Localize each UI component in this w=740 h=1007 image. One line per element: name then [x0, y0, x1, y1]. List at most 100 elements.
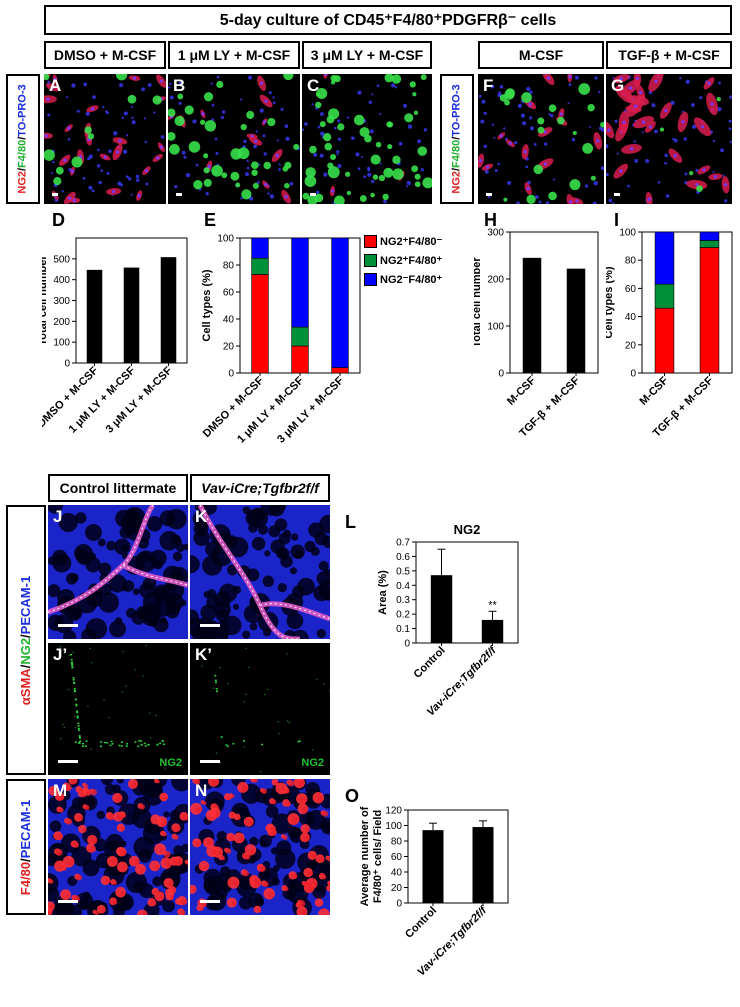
plot-frame [509, 231, 599, 374]
legend-label: NG2⁻F4/80⁺ [380, 274, 443, 286]
chart-d: 0 100 200 300 400 500 Total cell number DMSO + … [42, 237, 188, 436]
bar [481, 619, 504, 643]
tissue-field [190, 779, 330, 915]
legend-label: NG2⁺F4/80⁺ [380, 255, 443, 267]
y-tick-label: 0.6 [396, 552, 410, 563]
bar-segment [291, 326, 309, 347]
chart-title: NG2 [454, 522, 481, 537]
bar-segment [654, 283, 675, 309]
inset-label: NG2 [301, 757, 324, 769]
y-tick-label: 120 [385, 806, 402, 817]
plot-frame [641, 231, 733, 374]
scale-bar [614, 193, 620, 196]
cell-field [302, 74, 432, 204]
micrograph-k: K [190, 505, 330, 639]
y-tick-label: 0 [396, 899, 402, 910]
micrograph-j: J [48, 505, 188, 639]
micrograph-k-prime: K’ NG2 [190, 643, 330, 775]
legend-swatch [364, 254, 377, 267]
bar-segment [251, 274, 269, 374]
legend-item: NG2⁺F4/80⁺ [364, 254, 442, 267]
legend-e: NG2⁺F4/80⁻ NG2⁺F4/80⁺ NG2⁻F4/80⁺ [364, 235, 442, 286]
bar-segment [331, 367, 349, 374]
chart-letter-d: D [52, 210, 65, 230]
bar-segment [251, 257, 269, 275]
bar [566, 268, 586, 373]
chart-letter-h: H [484, 210, 497, 230]
y-tick-label: 100 [487, 322, 504, 333]
y-axis-label: Cell types (%) [201, 269, 213, 341]
cell-field [168, 74, 300, 204]
condition-header-f: M-CSF [478, 41, 604, 69]
tissue-field [59, 644, 166, 770]
condition-header-b: 1 μM LY + M-CSF [168, 41, 300, 69]
tissue-field [48, 505, 188, 639]
stain-label-bottom: F4/80/PECAM-1 [6, 779, 46, 915]
y-tick-label: 20 [223, 342, 235, 353]
chart-letter-i: I [614, 210, 620, 230]
chart-letter-o: O [345, 786, 360, 806]
bar-segment [331, 237, 349, 368]
y-tick-label: 200 [53, 317, 70, 328]
y-tick-label: 100 [385, 821, 402, 832]
cell-field [606, 74, 732, 204]
plot-frame [415, 541, 519, 644]
x-tick-label: Control [403, 905, 439, 941]
scale-bar [58, 624, 78, 627]
bar-segment [699, 231, 720, 241]
x-tick-label: M-CSF [505, 374, 538, 407]
chart-letter-e: E [204, 210, 217, 230]
bar [86, 269, 103, 363]
bar [472, 827, 494, 903]
micrograph-j-prime: J’ NG2 [48, 643, 188, 775]
scale-bar [58, 760, 78, 763]
y-axis-label: Average number ofF4/80⁺ cells/ Field [359, 806, 384, 906]
bar [422, 830, 444, 903]
y-tick-label: 40 [391, 868, 403, 879]
micrograph-a: A [44, 74, 166, 204]
chart-l: 0 0.1 0.2 0.3 0.4 0.5 0.6 0.7 Area (%) NG2 Control… [377, 522, 519, 719]
tissue-header-mutant: Vav-iCre;Tgfbr2f/f [190, 474, 330, 502]
inset-label: NG2 [159, 757, 182, 769]
bar-segment [654, 231, 675, 285]
scale-bar [200, 900, 220, 903]
legend-swatch [364, 235, 377, 248]
stain-label-top-right: NG2/F4/80/TO-PRO-3 [440, 74, 474, 204]
figure-title: 5-day culture of CD45⁺F4/80⁺PDGFRβ⁻ cell… [44, 5, 732, 35]
tissue-header-control: Control littermate [48, 474, 188, 502]
stain-label-middle: αSMA/NG2/PECAM-1 [6, 505, 46, 775]
micrograph-m: M [48, 779, 188, 915]
bar [160, 257, 177, 363]
y-tick-label: 300 [487, 228, 504, 239]
y-tick-label: 0 [630, 369, 636, 380]
y-axis-label: Total cell number [42, 255, 49, 346]
y-tick-label: 500 [53, 254, 70, 265]
y-tick-label: 0.3 [396, 595, 410, 606]
x-tick-label: 1 μM LY + M-CSF [67, 364, 138, 435]
bar-segment [291, 345, 309, 374]
y-tick-label: 80 [391, 837, 403, 848]
y-tick-label: 40 [625, 312, 637, 323]
micrograph-c: C [302, 74, 432, 204]
y-tick-label: 400 [53, 275, 70, 286]
x-tick-label: 3 μM LY + M-CSF [104, 364, 175, 435]
legend-item: NG2⁻F4/80⁺ [364, 273, 442, 286]
legend-swatch [364, 273, 377, 286]
y-tick-label: 80 [223, 261, 235, 272]
micrograph-b: B [168, 74, 300, 204]
bar-segment [699, 247, 720, 374]
y-axis-label: Total cell number [474, 257, 483, 348]
stain-label-top: NG2/F4/80/TO-PRO-3 [6, 74, 40, 204]
y-tick-label: 0.1 [396, 624, 410, 635]
y-tick-label: 0.7 [396, 538, 410, 549]
scale-bar [200, 624, 220, 627]
y-tick-label: 100 [53, 338, 70, 349]
y-tick-label: 0 [498, 369, 504, 380]
y-tick-label: 100 [619, 228, 636, 239]
scale-bar [310, 193, 316, 196]
scale-bar [200, 760, 220, 763]
condition-header-a: DMSO + M-CSF [44, 41, 166, 69]
y-tick-label: 60 [391, 852, 403, 863]
y-tick-label: 60 [223, 288, 235, 299]
